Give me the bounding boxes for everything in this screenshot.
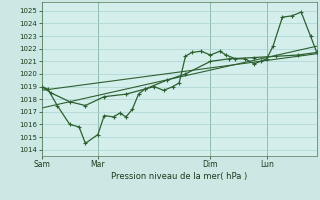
X-axis label: Pression niveau de la mer( hPa ): Pression niveau de la mer( hPa ) [111,172,247,181]
